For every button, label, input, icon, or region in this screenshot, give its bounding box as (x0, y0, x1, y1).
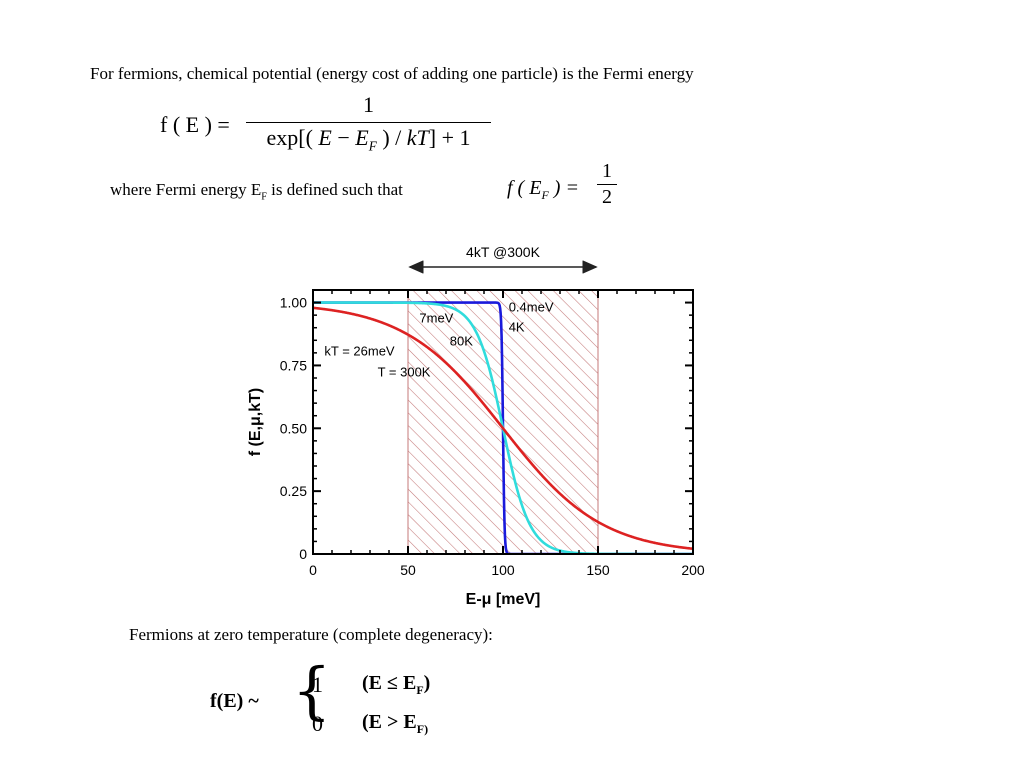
series-line-3 (313, 306, 693, 551)
x-tick-label: 200 (681, 562, 705, 578)
y-tick-label: 0.75 (280, 357, 307, 373)
where-subscript: F (261, 191, 267, 203)
case1-condition-end: ) (423, 672, 431, 694)
y-tick-label: 0 (299, 546, 307, 562)
denominator-exp: exp[( (266, 125, 319, 150)
series-label-2: 80K (450, 333, 473, 348)
case2-condition: (E > EF) (362, 711, 428, 737)
fermi-energy-definition-text: where Fermi energy EF is defined such th… (110, 180, 403, 202)
half-lhs-b: ) = (548, 177, 579, 199)
half-numerator: 1 (602, 160, 612, 182)
half-fraction-bar (597, 184, 617, 185)
where-text-end: is defined such that (266, 180, 403, 199)
series-label-2: 7meV (419, 311, 453, 326)
denominator-fermi-energy: E (355, 125, 369, 150)
zero-temperature-title: Fermions at zero temperature (complete d… (129, 625, 493, 644)
x-tick-label: 50 (400, 562, 416, 578)
denominator-slash: ) / (376, 125, 407, 150)
series-label-3: T = 300K (378, 365, 431, 380)
half-fraction: 1 2 (597, 160, 617, 209)
denominator-fermi-subscript: F (368, 138, 377, 154)
equation-denominator: exp[( E − EF ) / kT] + 1 (246, 125, 491, 154)
case1-condition-sub: F (416, 683, 424, 697)
case1-condition: (E ≤ EF) (362, 672, 430, 698)
half-equation-lhs: f ( EF ) = (507, 177, 579, 203)
denominator-energy: E (318, 125, 332, 150)
equation-fraction: 1 exp[( E − EF ) / kT] + 1 (246, 92, 491, 154)
x-tick-label: 0 (309, 562, 317, 578)
case2-value: 0 (312, 711, 323, 736)
half-lhs-a: f ( E (507, 177, 542, 199)
x-tick-label: 150 (586, 562, 610, 578)
series-label-1: 4K (509, 319, 525, 334)
piecewise-lhs: f(E) ~ (210, 690, 259, 712)
series-label-1: 0.4meV (509, 299, 554, 314)
denominator-kt: kT (406, 125, 429, 150)
series-label-3: kT = 26meV (324, 343, 395, 358)
intro-text: For fermions, chemical potential (energy… (90, 64, 694, 83)
where-text: where Fermi energy E (110, 180, 262, 199)
denominator-minus: − (331, 125, 356, 150)
y-tick-label: 0.50 (280, 420, 307, 436)
fermi-dirac-chart: 0 50 100 150 200 0 0.25 0.50 0.75 1.00 E-μ [meV] f … (247, 244, 705, 608)
x-tick-label: 100 (491, 562, 515, 578)
range-label: 4kT @300K (466, 244, 541, 260)
case2-condition-sub: F) (416, 722, 429, 736)
half-denominator: 2 (602, 186, 612, 208)
y-tick-label: 1.00 (280, 295, 307, 311)
y-tick-label: 0.25 (280, 483, 307, 499)
fraction-bar (246, 122, 491, 123)
half-lhs-sub: F (541, 188, 549, 202)
left-brace: { (292, 654, 332, 727)
x-axis-label: E-μ [meV] (466, 591, 541, 608)
denominator-end: ] + 1 (428, 125, 471, 150)
case1-condition-text: (E ≤ E (362, 672, 417, 694)
case2-condition-text: (E > E (362, 711, 417, 733)
y-axis-label: f (E,μ,kT) (247, 388, 264, 456)
case1-value: 1 (312, 672, 323, 697)
equation-lhs: f ( E ) = (160, 112, 230, 137)
equation-numerator: 1 (363, 92, 374, 117)
